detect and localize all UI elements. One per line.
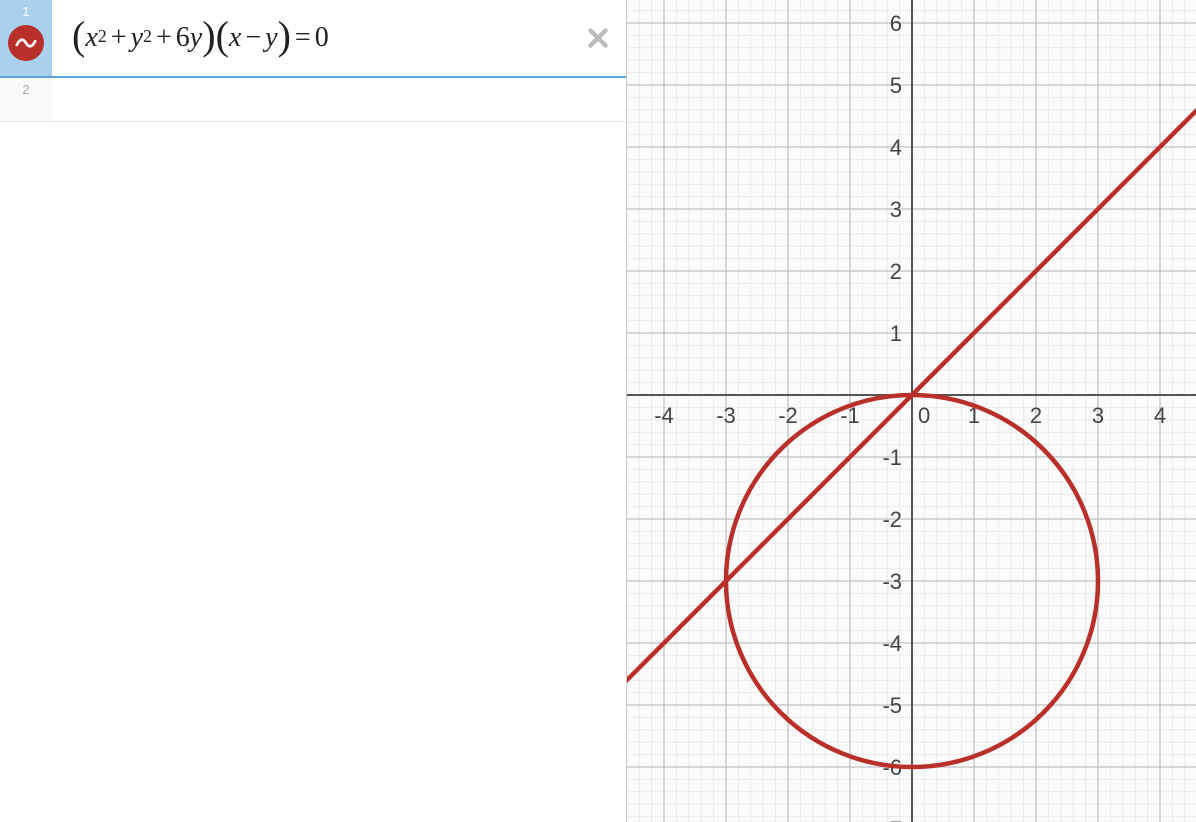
graph-canvas[interactable]: -4-3-2-101234-7-6-5-4-3-2-1123456 bbox=[627, 0, 1196, 822]
svg-text:6: 6 bbox=[890, 11, 902, 36]
svg-text:-5: -5 bbox=[882, 693, 902, 718]
svg-text:-1: -1 bbox=[882, 445, 902, 470]
svg-text:4: 4 bbox=[890, 135, 902, 160]
svg-text:1: 1 bbox=[890, 321, 902, 346]
expression-gutter: 2 bbox=[0, 78, 52, 121]
delete-expression-icon[interactable] bbox=[582, 22, 614, 54]
svg-text:0: 0 bbox=[918, 403, 930, 428]
svg-text:-2: -2 bbox=[778, 403, 798, 428]
expression-panel: 1 ( x2 + y2 + 6y ) ( x − y ) = 0 2 bbox=[0, 0, 627, 822]
expression-row-2[interactable]: 2 bbox=[0, 78, 626, 122]
svg-text:3: 3 bbox=[890, 197, 902, 222]
expression-input[interactable]: ( x2 + y2 + 6y ) ( x − y ) = 0 bbox=[52, 0, 626, 76]
svg-text:5: 5 bbox=[890, 73, 902, 98]
svg-text:-7: -7 bbox=[882, 817, 902, 822]
expression-color-icon[interactable] bbox=[8, 25, 44, 61]
expression-index: 1 bbox=[22, 4, 29, 19]
svg-text:2: 2 bbox=[1030, 403, 1042, 428]
svg-text:-2: -2 bbox=[882, 507, 902, 532]
svg-text:-4: -4 bbox=[654, 403, 674, 428]
svg-text:-3: -3 bbox=[882, 569, 902, 594]
expression-row-1[interactable]: 1 ( x2 + y2 + 6y ) ( x − y ) = 0 bbox=[0, 0, 626, 78]
svg-text:3: 3 bbox=[1092, 403, 1104, 428]
svg-text:-4: -4 bbox=[882, 631, 902, 656]
svg-text:-3: -3 bbox=[716, 403, 736, 428]
svg-text:2: 2 bbox=[890, 259, 902, 284]
expression-index: 2 bbox=[22, 82, 29, 97]
expression-gutter: 1 bbox=[0, 0, 52, 76]
graph-panel[interactable]: -4-3-2-101234-7-6-5-4-3-2-1123456 bbox=[627, 0, 1196, 822]
expression-input-empty[interactable] bbox=[52, 78, 626, 121]
svg-text:4: 4 bbox=[1154, 403, 1166, 428]
